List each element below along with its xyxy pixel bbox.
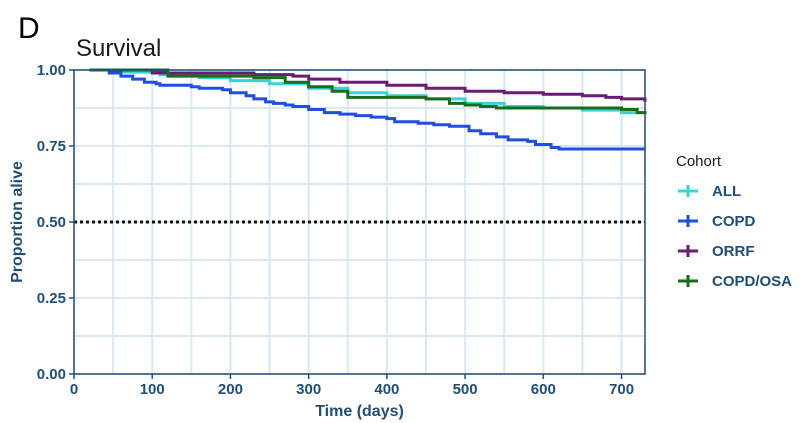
legend-label-copd: COPD: [712, 213, 756, 230]
legend-item-all: ALL: [678, 183, 741, 200]
x-tick-label: 200: [218, 381, 243, 398]
y-tick-label: 0.00: [37, 366, 66, 383]
x-axis-label: Time (days): [315, 403, 404, 420]
series-layer: [89, 68, 647, 151]
legend-title: Cohort: [676, 153, 722, 170]
x-tick-label: 700: [609, 381, 634, 398]
y-tick-label: 0.75: [37, 138, 66, 155]
x-tick-label: 300: [296, 381, 321, 398]
legend-label-all: ALL: [712, 183, 741, 200]
legend-item-orrf: ORRF: [678, 243, 755, 260]
x-tick-label: 100: [140, 381, 165, 398]
legend-label-orrf: ORRF: [712, 243, 755, 260]
series-line-copd-osa: [89, 68, 647, 115]
x-tick-label: 600: [531, 381, 556, 398]
x-tick-label: 400: [374, 381, 399, 398]
axis-ticks: 0 100 200 300 400 500 600 700 0.00 0.25 0.50 0.75 1.…: [37, 62, 634, 398]
legend-item-copd-osa: COPD/OSA: [678, 273, 792, 290]
x-tick-label: 0: [70, 381, 78, 398]
series-line-orrf: [89, 68, 647, 102]
y-tick-label: 0.25: [37, 290, 66, 307]
legend: Cohort ALL COPD ORRF COPD/OSA: [676, 153, 792, 290]
y-tick-label: 0.50: [37, 214, 66, 231]
panel-label: D: [18, 12, 40, 45]
chart-title: Survival: [76, 35, 161, 62]
x-tick-label: 500: [453, 381, 478, 398]
legend-label-copd-osa: COPD/OSA: [712, 273, 792, 290]
y-tick-label: 1.00: [37, 62, 66, 79]
series-line-copd: [89, 68, 645, 151]
y-axis-label: Proportion alive: [9, 161, 26, 283]
legend-item-copd: COPD: [678, 213, 756, 230]
